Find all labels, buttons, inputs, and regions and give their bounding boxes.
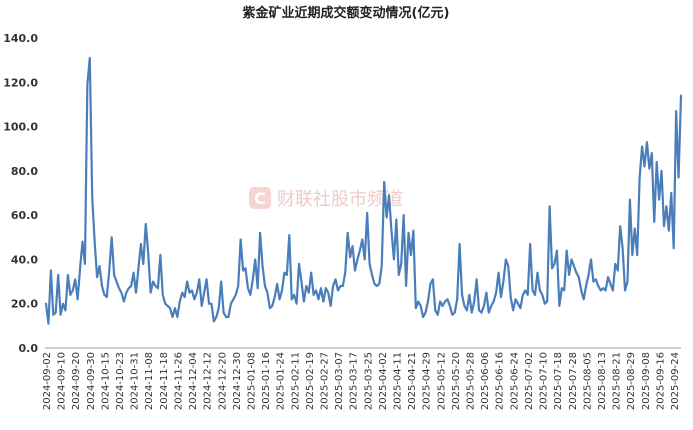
x-tick-label: 2024-09-20 <box>71 352 82 410</box>
x-tick-label: 2025-08-29 <box>626 352 637 410</box>
x-tick-label: 2024-09-02 <box>42 352 53 410</box>
x-tick-label: 2025-03-07 <box>334 352 345 410</box>
x-tick-label: 2025-06-24 <box>509 352 520 410</box>
x-tick-label: 2024-09-30 <box>86 352 97 410</box>
x-tick-label: 2025-09-16 <box>655 352 666 410</box>
x-tick-label: 2025-03-25 <box>363 352 374 410</box>
x-tick-label: 2025-05-28 <box>466 352 477 410</box>
x-tick-label: 2024-11-08 <box>144 352 155 410</box>
chart-title: 紫金矿业近期成交额变动情况(亿元) <box>243 5 450 21</box>
x-tick-label: 2024-11-18 <box>159 352 170 410</box>
watermark-logo-letter: C <box>254 189 266 208</box>
y-tick-label: 100.0 <box>3 121 38 134</box>
x-tick-label: 2025-08-21 <box>612 352 623 410</box>
plot-area <box>44 56 683 325</box>
x-tick-label: 2024-12-04 <box>188 352 199 410</box>
x-axis: 2024-09-02 2024-09-10 2024-09-20 2024-09-30… <box>42 347 681 410</box>
y-tick-label: 40.0 <box>11 253 38 266</box>
x-tick-label: 2025-04-02 <box>378 352 389 410</box>
x-tick-label: 2025-04-11 <box>393 352 404 410</box>
x-tick-label: 2024-10-15 <box>100 352 111 410</box>
watermark-text: 财联社股市频道 <box>277 189 403 210</box>
x-tick-label: 2025-02-19 <box>305 352 316 410</box>
x-tick-label: 2025-07-10 <box>539 352 550 410</box>
x-tick-label: 2025-06-16 <box>495 352 506 410</box>
x-tick-label: 2025-05-12 <box>436 352 447 410</box>
x-tick-label: 2025-02-27 <box>319 352 330 410</box>
x-tick-label: 2025-07-02 <box>524 352 535 410</box>
x-tick-label: 2024-11-26 <box>173 352 184 410</box>
x-tick-label: 2025-05-20 <box>451 352 462 410</box>
x-tick-label: 2025-03-17 <box>349 352 360 410</box>
x-tick-label: 2025-04-29 <box>422 352 433 410</box>
x-tick-label: 2024-09-10 <box>57 352 68 410</box>
y-tick-label: 120.0 <box>3 76 38 89</box>
y-axis: 0.0 20.0 40.0 60.0 80.0 100.0 120.0 140.0 <box>3 32 38 355</box>
x-tick-label: 2025-01-16 <box>261 352 272 410</box>
x-tick-label: 2024-12-30 <box>232 352 243 410</box>
watermark: C 财联社股市频道 <box>249 187 403 210</box>
x-tick-label: 2025-07-18 <box>553 352 564 410</box>
x-tick-label: 2025-08-05 <box>582 352 593 410</box>
x-tick-label: 2025-08-13 <box>597 352 608 410</box>
y-tick-label: 140.0 <box>3 32 38 45</box>
x-tick-label: 2024-10-31 <box>130 352 141 410</box>
x-tick-label: 2025-01-08 <box>246 352 257 410</box>
x-tick-label: 2025-02-11 <box>290 352 301 410</box>
y-tick-label: 80.0 <box>11 165 38 178</box>
x-tick-label: 2024-12-12 <box>203 352 214 410</box>
x-tick-label: 2025-09-08 <box>641 352 652 410</box>
x-tick-label: 2025-01-24 <box>276 352 287 410</box>
y-tick-label: 60.0 <box>11 209 38 222</box>
x-tick-label: 2024-12-20 <box>217 352 228 410</box>
x-tick-label: 2025-07-28 <box>568 352 579 410</box>
x-tick-label: 2025-06-06 <box>480 352 491 410</box>
series-line-0 <box>44 56 683 325</box>
y-tick-label: 20.0 <box>11 298 38 311</box>
watermark-logo-icon <box>249 187 271 209</box>
x-tick-label: 2024-10-23 <box>115 352 126 410</box>
x-tick-label: 2025-09-24 <box>670 352 681 410</box>
x-tick-label: 2025-04-21 <box>407 352 418 410</box>
y-tick-label: 0.0 <box>19 342 39 355</box>
